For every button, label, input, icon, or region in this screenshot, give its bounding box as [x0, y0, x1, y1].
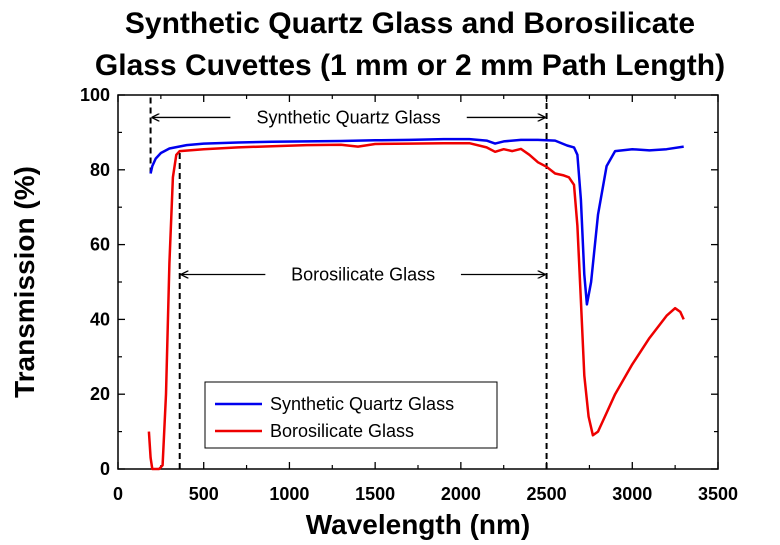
annotation-label: Borosilicate Glass: [291, 265, 435, 285]
y-axis-label: Transmission (%): [9, 166, 40, 398]
x-tick-label: 3000: [612, 484, 652, 504]
x-tick-label: 2500: [527, 484, 567, 504]
y-tick-label: 0: [100, 459, 110, 479]
range-annotation: Borosilicate Glass: [182, 265, 545, 285]
x-axis-ticks: 0 500 1000 1500 2000 2500 3000 3500: [113, 95, 738, 504]
x-tick-label: 0: [113, 484, 123, 504]
y-axis-ticks: 0 20 40 60 80 100: [80, 85, 718, 479]
x-tick-label: 2000: [441, 484, 481, 504]
chart-title-line-2: Glass Cuvettes (1 mm or 2 mm Path Length…: [95, 49, 725, 82]
annotation-label: Synthetic Quartz Glass: [257, 107, 441, 127]
y-tick-label: 60: [90, 235, 110, 255]
plot-area: 0 500 1000 1500 2000 2500 3000 3500 0 20 40 60 80 10…: [80, 85, 738, 504]
legend-label-borosilicate: Borosilicate Glass: [270, 421, 414, 441]
range-marker-lines: [149, 95, 548, 469]
series-line-1: [147, 141, 685, 471]
y-tick-label: 80: [90, 160, 110, 180]
series-line-0: [149, 137, 684, 306]
chart-title-line-1: Synthetic Quartz Glass and Borosilicate: [125, 7, 695, 40]
y-tick-label: 20: [90, 384, 110, 404]
x-axis-label: Wavelength (nm): [306, 509, 531, 540]
x-tick-label: 500: [189, 484, 219, 504]
x-tick-label: 1500: [355, 484, 395, 504]
legend-box: [204, 381, 498, 449]
x-tick-label: 3500: [698, 484, 738, 504]
legend: Synthetic Quartz Glass Borosilicate Glas…: [204, 381, 498, 449]
y-tick-label: 40: [90, 309, 110, 329]
legend-label-quartz: Synthetic Quartz Glass: [270, 394, 454, 414]
series-lines: [147, 137, 685, 471]
x-tick-label: 1000: [269, 484, 309, 504]
range-annotations: Synthetic Quartz Glass Borosilicate Glass: [153, 107, 545, 285]
range-annotation: Synthetic Quartz Glass: [153, 107, 545, 127]
y-tick-label: 100: [80, 85, 110, 105]
